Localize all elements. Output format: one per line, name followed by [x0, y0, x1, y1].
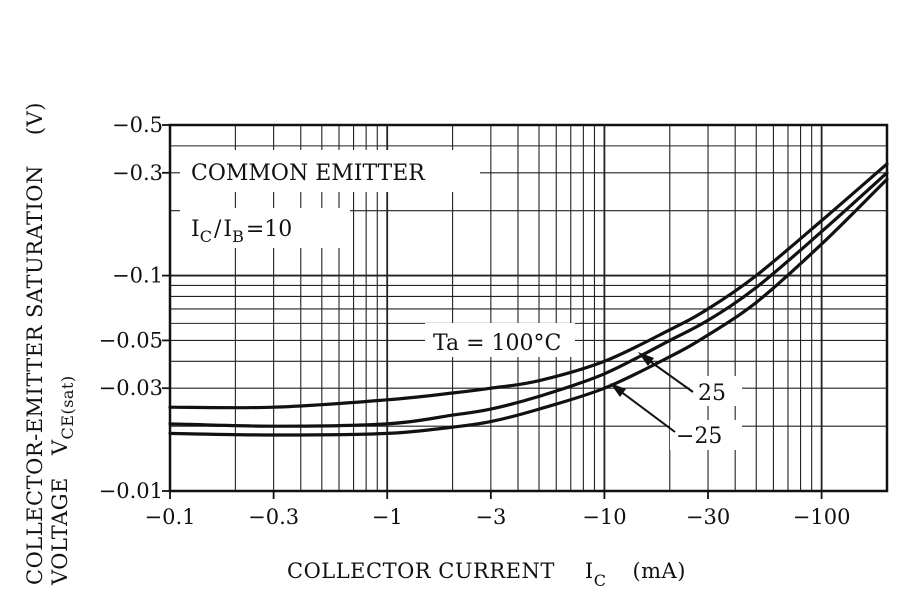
cond-sub2: B — [232, 227, 244, 246]
leader-arrow-m25 — [610, 383, 626, 397]
x-tick-label-1: −0.3 — [248, 505, 299, 529]
chart-curves — [168, 162, 889, 437]
label-box-25 — [690, 376, 742, 406]
series-label-25: 25 — [698, 381, 726, 406]
y-tick-label-5: −0.5 — [112, 113, 163, 137]
cond-val: =10 — [246, 217, 292, 242]
label-box-m25 — [670, 420, 742, 450]
x-tick-label-5: −30 — [686, 505, 730, 529]
x-tick-label-6: −100 — [793, 505, 851, 529]
series-curve-0 — [168, 162, 889, 410]
annotation-mode: COMMON EMITTER — [191, 161, 426, 186]
x-axis-title: COLLECTOR CURRENT IC (mA) — [287, 559, 686, 590]
annotation-box-condition — [180, 208, 350, 248]
series-label-100: Ta = 100°C — [433, 331, 561, 356]
cond-sym2: I — [223, 217, 232, 242]
y-tick-label-0: −0.01 — [99, 479, 163, 503]
x-tick-label-4: −10 — [582, 505, 626, 529]
y-axis-title-sym: V — [48, 439, 72, 456]
y-tick-label-4: −0.3 — [112, 161, 163, 185]
x-tick-label-0: −0.1 — [145, 505, 196, 529]
y-tick-label-3: −0.1 — [112, 264, 163, 288]
series-curve-2 — [168, 177, 889, 437]
y-axis-title-line1-unit: (V) — [23, 102, 47, 135]
plot-frame — [168, 123, 889, 493]
series-curve-1 — [168, 171, 889, 428]
cond-mid: / — [214, 217, 222, 242]
chart-tick-labels: −0.1 −0.3 −1 −3 −10 −30 −100 −0.01 −0.03 −0.05 −0.… — [99, 113, 851, 529]
x-axis-title-sub: C — [594, 571, 607, 590]
y-axis-title: COLLECTOR-EMITTER SATURATION(V) VOLTAGEV… — [23, 102, 77, 586]
leader-line-25 — [643, 356, 694, 393]
x-tick-label-2: −1 — [372, 505, 403, 529]
x-axis-title-main: COLLECTOR CURRENT — [287, 559, 555, 583]
cond-sym1: I — [191, 217, 200, 242]
x-axis-title-unit: (mA) — [632, 559, 685, 583]
y-axis-title-line2: VOLTAGE — [48, 477, 72, 586]
label-box-100 — [425, 323, 575, 357]
annotation-condition: IC/IB=10 — [191, 217, 292, 246]
x-axis-title-sym: I — [585, 559, 594, 583]
series-label-m25: −25 — [676, 424, 722, 449]
cond-sub1: C — [200, 227, 212, 246]
svg-text:VOLTAGEVCE(sat): VOLTAGE VCE(sat) — [48, 375, 77, 586]
svg-text:COLLECTOR-EMITTER SATURATION(V: COLLECTOR-EMITTER SATURATION (V) — [23, 102, 47, 585]
y-tick-label-2: −0.05 — [99, 328, 163, 352]
x-tick-label-3: −3 — [475, 505, 506, 529]
y-tick-label-1: −0.03 — [99, 376, 163, 400]
leader-line-m25 — [615, 387, 676, 433]
annotation-box-mode — [180, 150, 480, 192]
leader-arrow-25 — [638, 352, 654, 366]
y-axis-title-line1: COLLECTOR-EMITTER SATURATION — [23, 165, 47, 585]
y-axis-title-sub: CE(sat) — [58, 375, 77, 439]
